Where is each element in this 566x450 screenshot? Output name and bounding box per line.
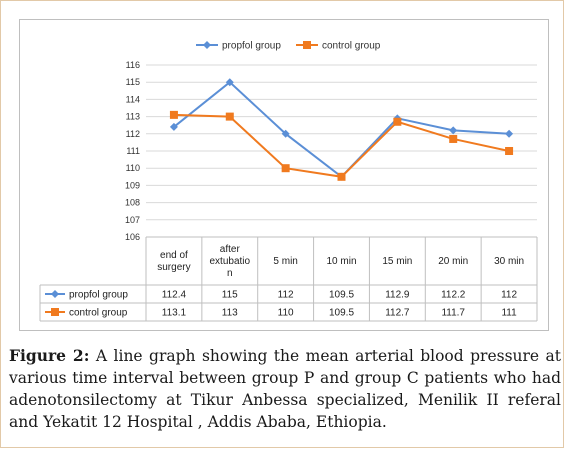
x-tick-label: 5 min (273, 256, 297, 267)
x-tick-label: 15 min (382, 256, 412, 267)
legend-label: control group (322, 41, 381, 52)
y-tick-label: 106 (125, 232, 140, 242)
y-tick-label: 114 (126, 94, 140, 104)
table-series-name: propfol group (69, 290, 128, 301)
y-tick-label: 110 (126, 163, 140, 173)
table-value: 112 (501, 290, 517, 301)
x-tick-label: 20 min (438, 256, 468, 267)
x-tick-label: 10 min (326, 256, 356, 267)
x-tick-label: after (220, 244, 241, 255)
table-value: 112.2 (441, 290, 466, 301)
table-value: 111 (501, 308, 517, 319)
table-value: 109.5 (329, 308, 354, 319)
legend-marker (303, 41, 311, 49)
series-line-propofol (173, 80, 510, 179)
data-point (281, 164, 290, 173)
y-tick-label: 113 (126, 112, 140, 122)
table-legend-marker (51, 308, 59, 316)
data-point (393, 117, 402, 126)
data-point (169, 110, 178, 119)
data-point (225, 78, 234, 87)
data-point (505, 129, 514, 138)
data-point (337, 172, 346, 181)
table-value: 112.4 (162, 290, 187, 301)
data-point (449, 134, 458, 143)
table-legend-marker (51, 290, 59, 298)
table-value: 112.7 (385, 308, 410, 319)
data-point (281, 129, 290, 138)
legend-label: propfol group (222, 41, 281, 52)
data-point (225, 112, 234, 121)
chart-area: 106 107 108 109 110 111 112 113 114 115 116 end of s… (19, 19, 549, 331)
x-tick-label: surgery (157, 262, 190, 273)
y-tick-label: 111 (126, 146, 140, 156)
line-chart: 106 107 108 109 110 111 112 113 114 115 116 end ofs… (39, 41, 538, 322)
x-tick-label: extubatio (209, 256, 250, 267)
series-line-control (173, 113, 510, 178)
data-point (169, 122, 178, 131)
y-tick-label: 108 (125, 198, 140, 208)
data-point (449, 126, 458, 135)
x-tick-label: 30 min (494, 256, 524, 267)
figure-caption: Figure 2: A line graph showing the mean … (9, 345, 561, 433)
y-tick-label: 107 (125, 215, 140, 225)
y-tick-label: 112 (126, 129, 140, 139)
table-value: 110 (278, 308, 294, 319)
y-tick-label: 116 (126, 60, 140, 70)
figure-caption-text: A line graph showing the mean arterial b… (9, 347, 561, 431)
table-value: 111.7 (441, 308, 465, 319)
data-point (505, 147, 514, 155)
x-tick-label: end of (160, 250, 188, 261)
figure-label: Figure 2: (9, 346, 90, 365)
legend-marker (203, 41, 211, 49)
table-value: 112.9 (385, 290, 410, 301)
table-value: 113.1 (162, 308, 187, 319)
table-series-name: control group (69, 308, 128, 319)
y-tick-label: 109 (125, 180, 140, 190)
table-value: 113 (222, 308, 238, 319)
x-tick-label: n (227, 268, 233, 279)
table-value: 109.5 (329, 290, 354, 301)
table-value: 112 (278, 290, 294, 301)
y-tick-label: 115 (126, 77, 140, 87)
table-value: 115 (222, 290, 238, 301)
